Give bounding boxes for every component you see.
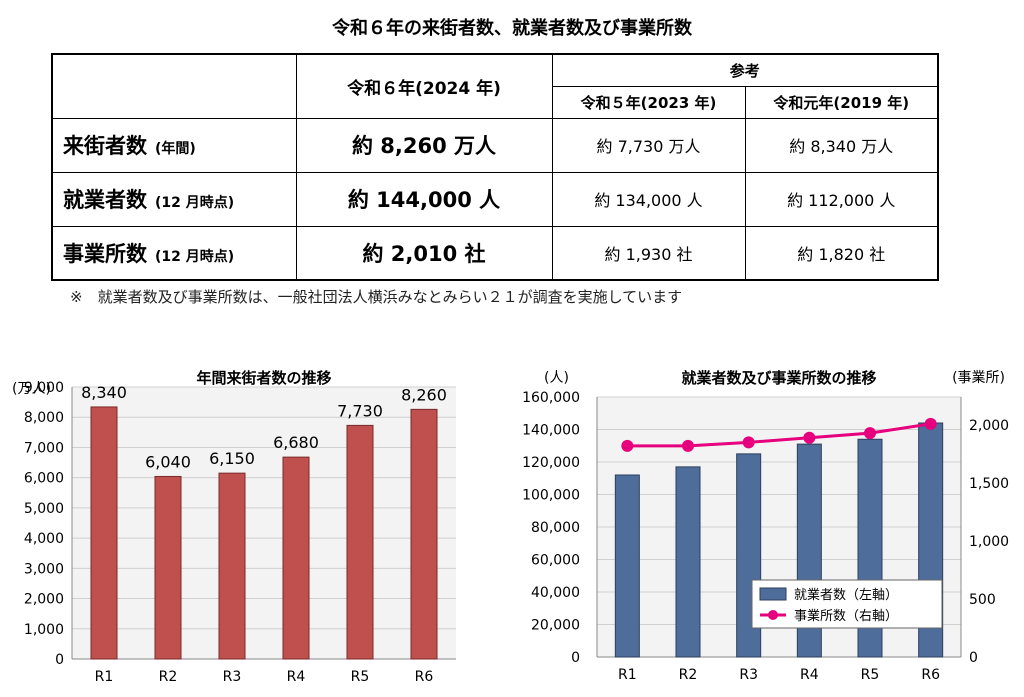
value-main: 約 144,000 人	[295, 171, 553, 227]
value-main: 約 8,260 万人	[295, 117, 553, 173]
table-row: 就業者数 (12 月時点) 約 144,000 人 約 134,000 人 約 1…	[51, 171, 939, 227]
y-right-axis-label: (事業所)	[952, 370, 1005, 386]
y-left-tick-label: 0	[571, 650, 580, 666]
table-corner-cell	[51, 53, 297, 119]
bar	[154, 475, 182, 660]
x-tick-label: R6	[415, 669, 434, 685]
table-row: 事業所数 (12 月時点) 約 2,010 社 約 1,930 社 約 1,820…	[51, 225, 939, 281]
y-tick-label: 9,000	[24, 380, 64, 396]
header-reference: 参考	[551, 53, 939, 87]
line-point	[924, 417, 937, 430]
value-ref-2019: 約 112,000 人	[744, 171, 939, 227]
summary-table: 令和６年(2024 年) 参考 令和５年(2023 年) 令和元年(2019 年…	[51, 53, 940, 281]
y-right-tick-label: 1,500	[969, 476, 1009, 492]
legend-line-marker	[768, 610, 778, 620]
y-right-tick-label: 1,000	[969, 534, 1009, 550]
table-row: 来街者数 (年間) 約 8,260 万人 約 7,730 万人 約 8,340 万…	[51, 117, 939, 173]
y-left-tick-label: 100,000	[522, 488, 580, 504]
bar	[90, 406, 118, 660]
y-tick-label: 5,000	[24, 501, 64, 517]
y-right-tick-label: 2,000	[969, 418, 1009, 434]
x-tick-label: R1	[95, 669, 114, 685]
line-point	[742, 436, 755, 449]
offices-line	[627, 422, 931, 448]
x-tick-label: R2	[679, 667, 698, 683]
x-tick-label: R2	[159, 669, 178, 685]
row-label-text: 来街者数	[63, 134, 147, 158]
y-tick-label: 2,000	[24, 592, 64, 608]
data-label: 8,340	[81, 383, 127, 402]
x-tick-label: R3	[739, 667, 758, 683]
y-tick-label: 4,000	[24, 531, 64, 547]
value-ref-2019: 約 1,820 社	[744, 225, 939, 281]
x-tick-label: R6	[921, 667, 940, 683]
row-label-offices: 事業所数 (12 月時点)	[51, 225, 297, 281]
y-left-tick-label: 40,000	[531, 585, 580, 601]
data-label: 6,680	[273, 433, 319, 452]
y-left-tick-label: 120,000	[522, 455, 580, 471]
bar	[410, 408, 438, 660]
value-ref-2019: 約 8,340 万人	[744, 117, 939, 173]
row-label-note: (年間)	[155, 141, 196, 157]
row-label-note: (12 月時点)	[155, 248, 235, 265]
row-label-note: (12 月時点)	[155, 195, 235, 211]
y-right-tick-label: 0	[969, 650, 978, 666]
x-tick-label: R4	[800, 667, 819, 683]
y-tick-label: 1,000	[24, 622, 64, 638]
y-tick-label: 8,000	[24, 410, 64, 426]
y-tick-label: 3,000	[24, 561, 64, 577]
value-main: 約 2,010 社	[295, 225, 553, 281]
y-tick-label: 6,000	[24, 471, 64, 487]
legend-bar-swatch	[759, 587, 787, 601]
x-tick-label: R5	[861, 667, 880, 683]
data-label: 8,260	[401, 385, 447, 404]
bar	[614, 474, 640, 658]
y-left-tick-label: 140,000	[522, 423, 580, 439]
bar	[346, 424, 374, 660]
row-label-visitors: 来街者数 (年間)	[51, 117, 297, 173]
bar	[218, 472, 246, 660]
data-label: 6,150	[209, 449, 255, 468]
y-left-tick-label: 160,000	[522, 390, 580, 406]
footnote: ※ 就業者数及び事業所数は、一般社団法人横浜みなとみらい２１が調査を実施していま…	[70, 288, 683, 306]
y-left-tick-label: 80,000	[531, 520, 580, 536]
page-title: 令和６年の来街者数、就業者数及び事業所数	[332, 18, 692, 39]
row-label-text: 就業者数	[63, 188, 147, 212]
line-point	[682, 439, 694, 452]
legend-label: 就業者数（左軸）	[794, 587, 898, 603]
line-point	[864, 427, 876, 440]
x-tick-label: R4	[287, 669, 306, 685]
y-tick-label: 0	[55, 652, 64, 668]
y-tick-label: 7,000	[24, 440, 64, 456]
value-ref-2023: 約 1,930 社	[551, 225, 746, 281]
x-tick-label: R5	[351, 669, 370, 685]
row-label-text: 事業所数	[63, 241, 147, 266]
header-main-year: 令和６年(2024 年)	[295, 53, 553, 119]
line-point	[803, 431, 816, 444]
data-label: 6,040	[145, 452, 191, 471]
bar	[282, 456, 310, 660]
bar	[675, 466, 701, 658]
chart-title: 就業者数及び事業所数の推移	[681, 369, 876, 387]
x-tick-label: R3	[223, 669, 242, 685]
line-point	[621, 439, 634, 452]
data-label: 7,730	[337, 401, 383, 420]
value-ref-2023: 約 7,730 万人	[551, 117, 746, 173]
plot-area	[72, 387, 456, 659]
chart-title: 年間来街者数の推移	[196, 369, 331, 387]
legend-label: 事業所数（右軸）	[794, 608, 898, 624]
y-left-axis-label: (人)	[544, 370, 569, 386]
y-right-tick-label: 500	[969, 592, 996, 608]
x-tick-label: R1	[618, 667, 637, 683]
y-left-tick-label: 20,000	[531, 618, 580, 634]
y-axis-label: (万人)	[12, 381, 51, 397]
y-left-tick-label: 60,000	[531, 553, 580, 569]
